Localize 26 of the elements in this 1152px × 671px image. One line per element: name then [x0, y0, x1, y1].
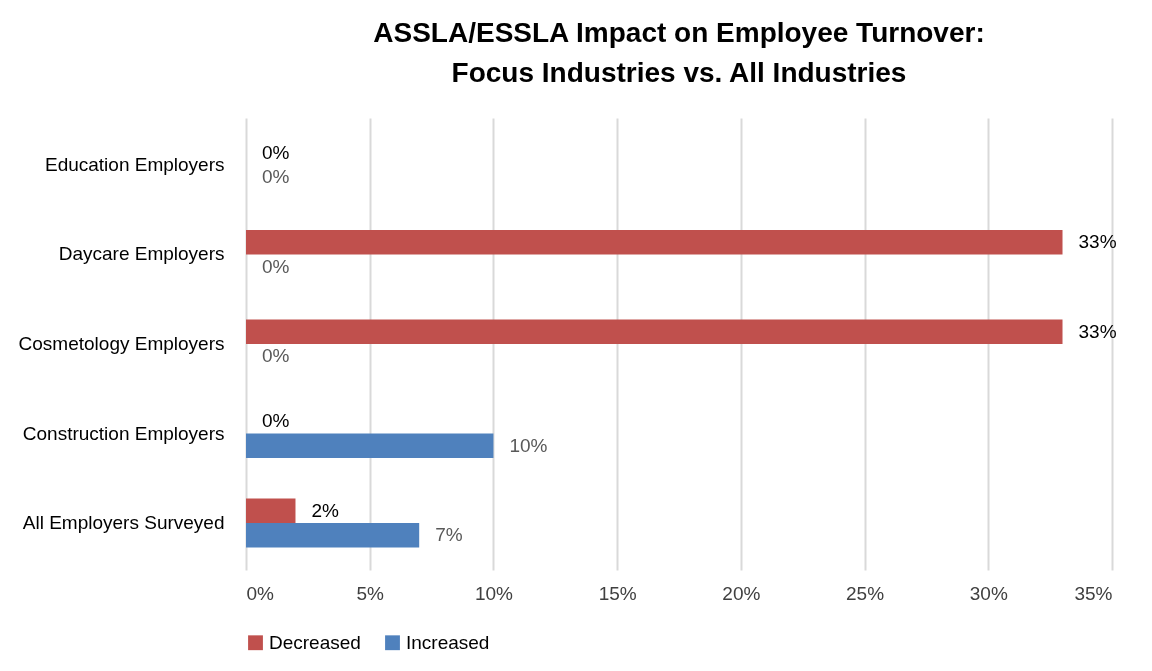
data-label: 2%	[311, 499, 340, 521]
data-label: 33%	[1078, 231, 1117, 253]
data-label: 0%	[262, 255, 290, 277]
data-label: 0%	[262, 410, 290, 432]
y-tick-label: Construction Employers	[22, 422, 225, 444]
x-tick-label: 10%	[474, 582, 514, 604]
y-tick-label: Daycare Employers	[58, 243, 225, 265]
y-tick-label: All Employers Surveyed	[22, 512, 225, 534]
x-tick-label: 30%	[969, 582, 1008, 604]
data-label: 7%	[435, 524, 463, 546]
y-tick-label: Cosmetology Employers	[18, 333, 225, 354]
data-label: 33%	[1078, 320, 1117, 342]
x-tick-label: 0%	[246, 582, 275, 604]
x-tick-label: 15%	[598, 582, 637, 604]
x-tick-label: 35%	[1074, 582, 1113, 604]
x-tick-label: 25%	[846, 582, 885, 604]
x-tick-label: 5%	[356, 582, 385, 604]
x-tick-label: 20%	[722, 582, 761, 604]
data-label: 10%	[509, 434, 548, 456]
legend-label: Increased	[406, 631, 490, 653]
data-label: 0%	[262, 141, 290, 163]
legend-label: Decreased	[269, 631, 361, 653]
data-label: 0%	[262, 166, 290, 188]
y-tick-label: Education Employers	[44, 153, 225, 175]
chart-title: ASSLA/ESSLA Impact on Employee Turnover: Focus Industries vs. All Industries	[373, 17, 985, 88]
data-label: 0%	[262, 345, 290, 367]
